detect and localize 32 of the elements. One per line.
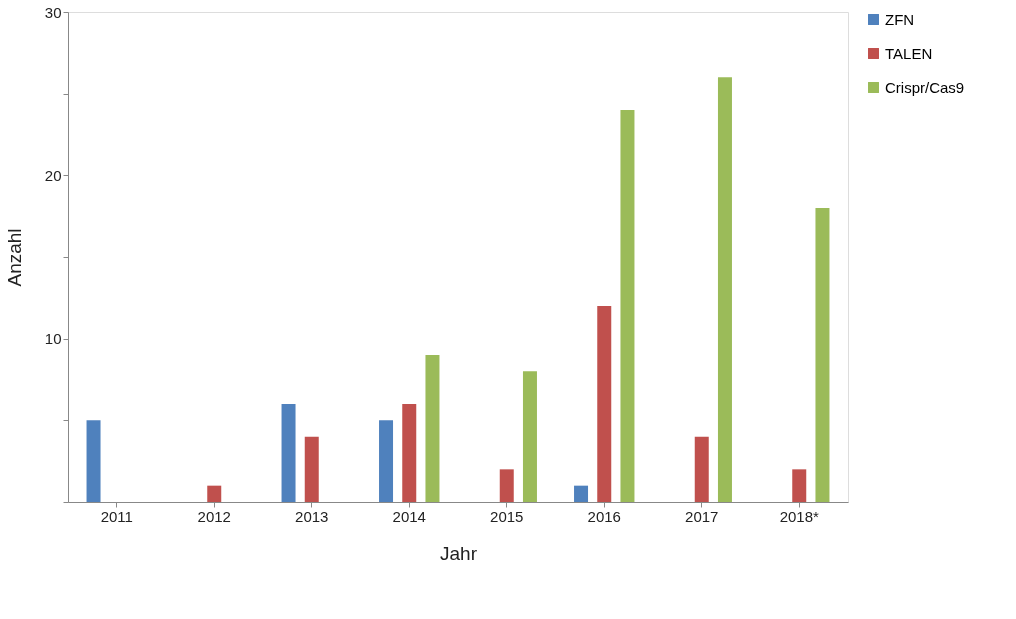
legend-label: TALEN	[885, 44, 933, 62]
bar	[815, 208, 830, 502]
x-tick-label: 2015	[490, 507, 524, 525]
y-axis-title: Anzahl	[3, 228, 25, 287]
bar	[402, 404, 417, 502]
x-tick-label: 2018*	[779, 507, 820, 525]
x-tick-label: 2012	[197, 507, 231, 525]
bar	[597, 306, 612, 502]
y-tick-label: 10	[44, 330, 62, 348]
y-tick-label: 20	[44, 166, 62, 184]
bar	[620, 110, 635, 502]
bar	[694, 436, 709, 502]
x-tick-label: 2016	[587, 507, 621, 525]
bar	[717, 77, 732, 502]
bar	[522, 371, 537, 502]
bar	[86, 420, 101, 502]
bar	[207, 485, 222, 502]
x-tick-label: 2013	[295, 507, 329, 525]
x-tick-label: 2017	[685, 507, 719, 525]
x-axis-title: Jahr	[440, 542, 478, 564]
x-tick-label: 2014	[392, 507, 426, 525]
bar	[304, 436, 319, 502]
bar	[499, 469, 514, 502]
bar	[792, 469, 807, 502]
bar	[379, 420, 394, 502]
bar	[574, 485, 589, 502]
legend-label: ZFN	[885, 10, 915, 28]
bar	[281, 404, 296, 502]
bar	[425, 355, 440, 502]
x-tick-label: 2011	[100, 507, 133, 525]
y-tick-label: 30	[44, 3, 62, 21]
legend-label: Crispr/Cas9	[885, 78, 965, 96]
